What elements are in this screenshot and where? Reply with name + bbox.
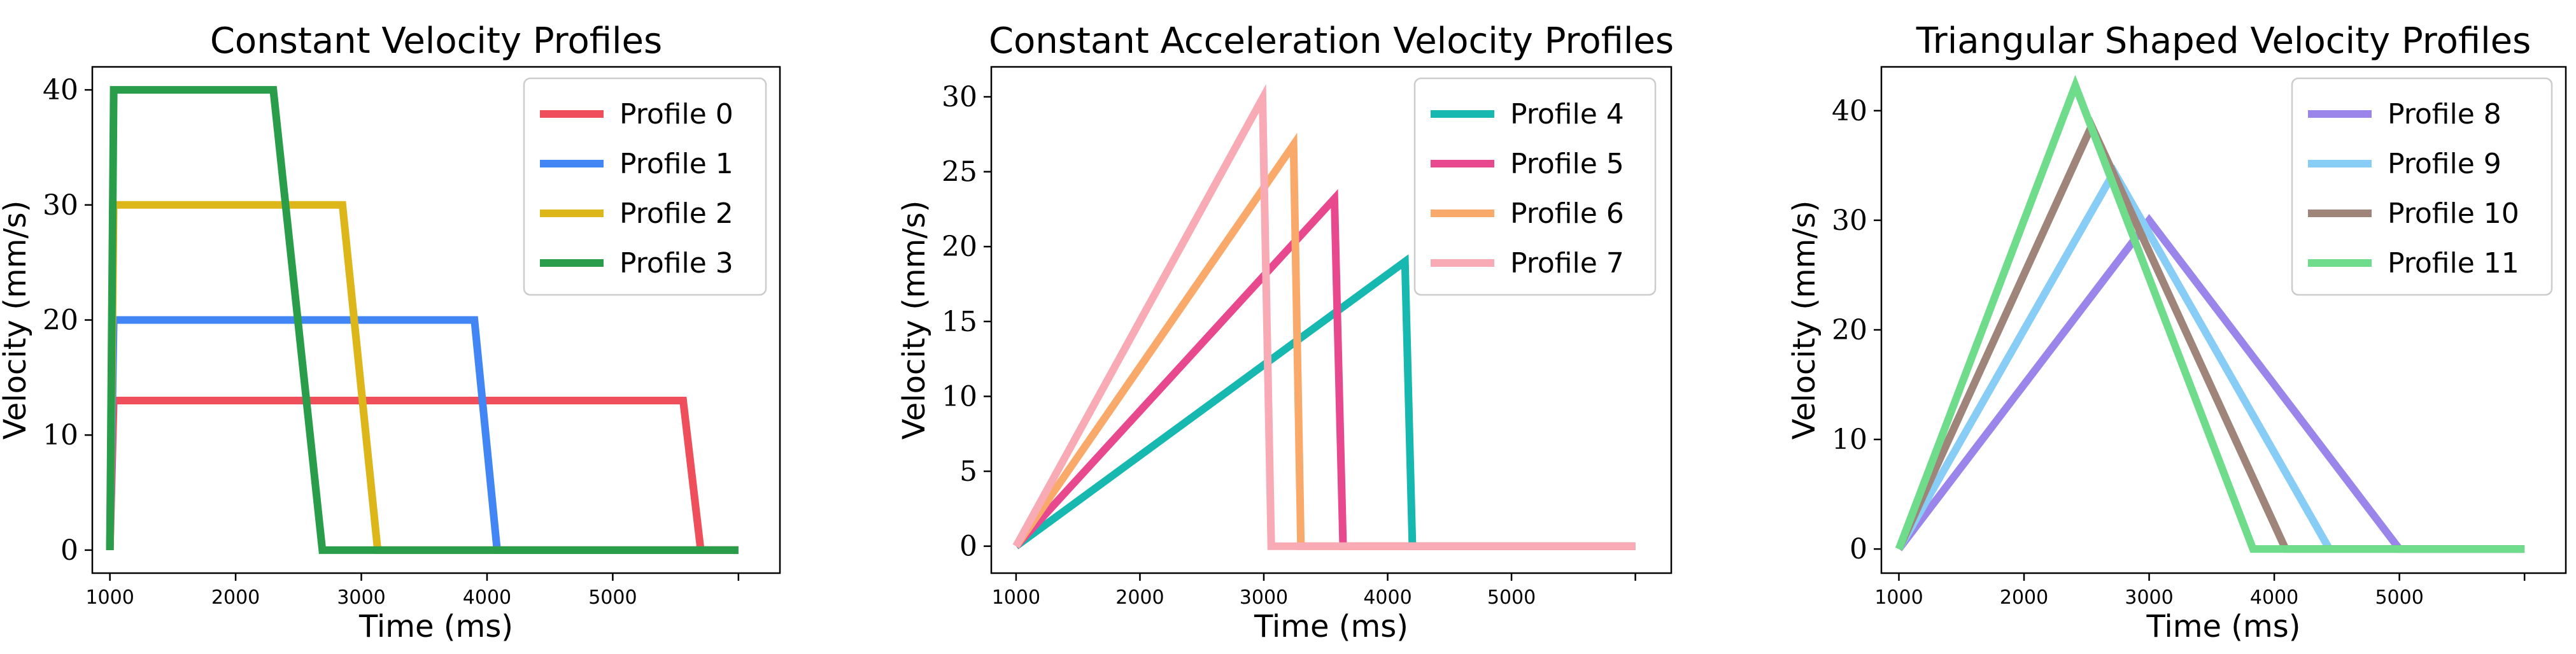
y-tick-label: 20 bbox=[43, 304, 78, 337]
y-tick-label: 30 bbox=[942, 81, 977, 113]
legend-label: Profile 0 bbox=[619, 98, 733, 131]
x-tick-label: 1000 bbox=[992, 586, 1040, 609]
y-tick-label: 10 bbox=[1832, 423, 1867, 456]
chart-title: Triangular Shaped Velocity Profiles bbox=[1916, 20, 2531, 62]
y-axis-label: Velocity (mm/s) bbox=[1787, 201, 1822, 440]
x-tick-label: 2000 bbox=[2000, 586, 2048, 609]
legend-label: Profile 9 bbox=[2388, 148, 2502, 180]
series-line-profile-7 bbox=[1012, 83, 1636, 550]
x-tick-label: 2000 bbox=[211, 586, 260, 609]
y-tick-label: 40 bbox=[1832, 95, 1867, 127]
legend-label: Profile 1 bbox=[619, 148, 733, 180]
series-line-profile-0 bbox=[106, 397, 739, 554]
x-tick-label: 2000 bbox=[1115, 586, 1164, 609]
series-group bbox=[1012, 83, 1636, 550]
y-tick-label: 0 bbox=[959, 530, 977, 563]
x-tick-label: 5000 bbox=[588, 586, 637, 609]
y-tick-label: 0 bbox=[60, 534, 78, 567]
y-tick-label: 20 bbox=[942, 231, 977, 263]
legend: Profile 0 Profile 1 Profile 2 Profile 3 bbox=[523, 77, 767, 296]
y-tick-label: 0 bbox=[1850, 533, 1867, 565]
legend-label: Profile 7 bbox=[1510, 247, 1624, 280]
axes-frame bbox=[990, 66, 1673, 574]
x-tick-label: 3000 bbox=[337, 586, 385, 609]
y-axis-label: Velocity (mm/s) bbox=[896, 201, 932, 440]
series-line-profile-3 bbox=[106, 86, 739, 554]
chart-title: Constant Velocity Profiles bbox=[210, 20, 662, 62]
legend: Profile 8 Profile 9 Profile 10 Profile 11 bbox=[2291, 77, 2553, 296]
chart-title: Constant Acceleration Velocity Profiles bbox=[989, 20, 1674, 62]
x-tick-label: 3000 bbox=[1240, 586, 1288, 609]
x-tick-label: 3000 bbox=[2125, 586, 2173, 609]
x-axis-label: Time (ms) bbox=[2146, 609, 2301, 644]
legend-label: Profile 11 bbox=[2388, 247, 2519, 280]
x-tick-label: 4000 bbox=[463, 586, 511, 609]
legend-label: Profile 6 bbox=[1510, 197, 1624, 230]
series-line-profile-1 bbox=[106, 316, 739, 554]
y-tick-label: 15 bbox=[942, 306, 977, 338]
series-line-profile-11 bbox=[1895, 75, 2525, 553]
legend-label: Profile 3 bbox=[619, 247, 733, 280]
y-tick-label: 10 bbox=[942, 380, 977, 413]
legend-box bbox=[523, 77, 767, 296]
series-group bbox=[1895, 75, 2525, 553]
x-tick-label: 5000 bbox=[2375, 586, 2423, 609]
legend-label: Profile 2 bbox=[619, 197, 733, 230]
legend-label: Profile 8 bbox=[2388, 98, 2502, 131]
y-tick-label: 30 bbox=[43, 189, 78, 222]
x-tick-label: 5000 bbox=[1487, 586, 1536, 609]
x-axis-label: Time (ms) bbox=[1254, 609, 1408, 644]
y-tick-label: 10 bbox=[43, 419, 78, 451]
legend-box bbox=[2291, 77, 2553, 296]
legend: Profile 4 Profile 5 Profile 6 Profile 7 bbox=[1413, 77, 1657, 296]
y-tick-label: 30 bbox=[1832, 204, 1867, 237]
legend-label: Profile 10 bbox=[2388, 197, 2519, 230]
x-tick-label: 4000 bbox=[1363, 586, 1412, 609]
legend-box bbox=[1413, 77, 1657, 296]
y-tick-label: 20 bbox=[1832, 314, 1867, 346]
y-tick-label: 5 bbox=[959, 455, 977, 488]
x-tick-label: 1000 bbox=[85, 586, 134, 609]
chart-panel-2: Triangular Shaped Velocity Profiles 0 10 20… bbox=[1787, 20, 2567, 644]
x-tick-label: 4000 bbox=[2250, 586, 2298, 609]
x-tick-label: 1000 bbox=[1874, 586, 1923, 609]
series-line-profile-4 bbox=[1014, 254, 1636, 550]
chart-panel-1: Constant Acceleration Velocity Profiles 0… bbox=[896, 20, 1674, 644]
y-tick-label: 25 bbox=[942, 156, 977, 188]
axes-frame bbox=[1880, 66, 2567, 574]
legend-label: Profile 5 bbox=[1510, 148, 1624, 180]
x-axis-label: Time (ms) bbox=[358, 609, 513, 644]
legend-label: Profile 4 bbox=[1510, 98, 1624, 131]
y-axis-label: Velocity (mm/s) bbox=[0, 201, 33, 440]
series-group bbox=[106, 86, 739, 554]
y-tick-label: 40 bbox=[43, 74, 78, 106]
chart-panel-0: Constant Velocity Profiles 0 10 20 30 40 1000 2… bbox=[0, 20, 781, 644]
